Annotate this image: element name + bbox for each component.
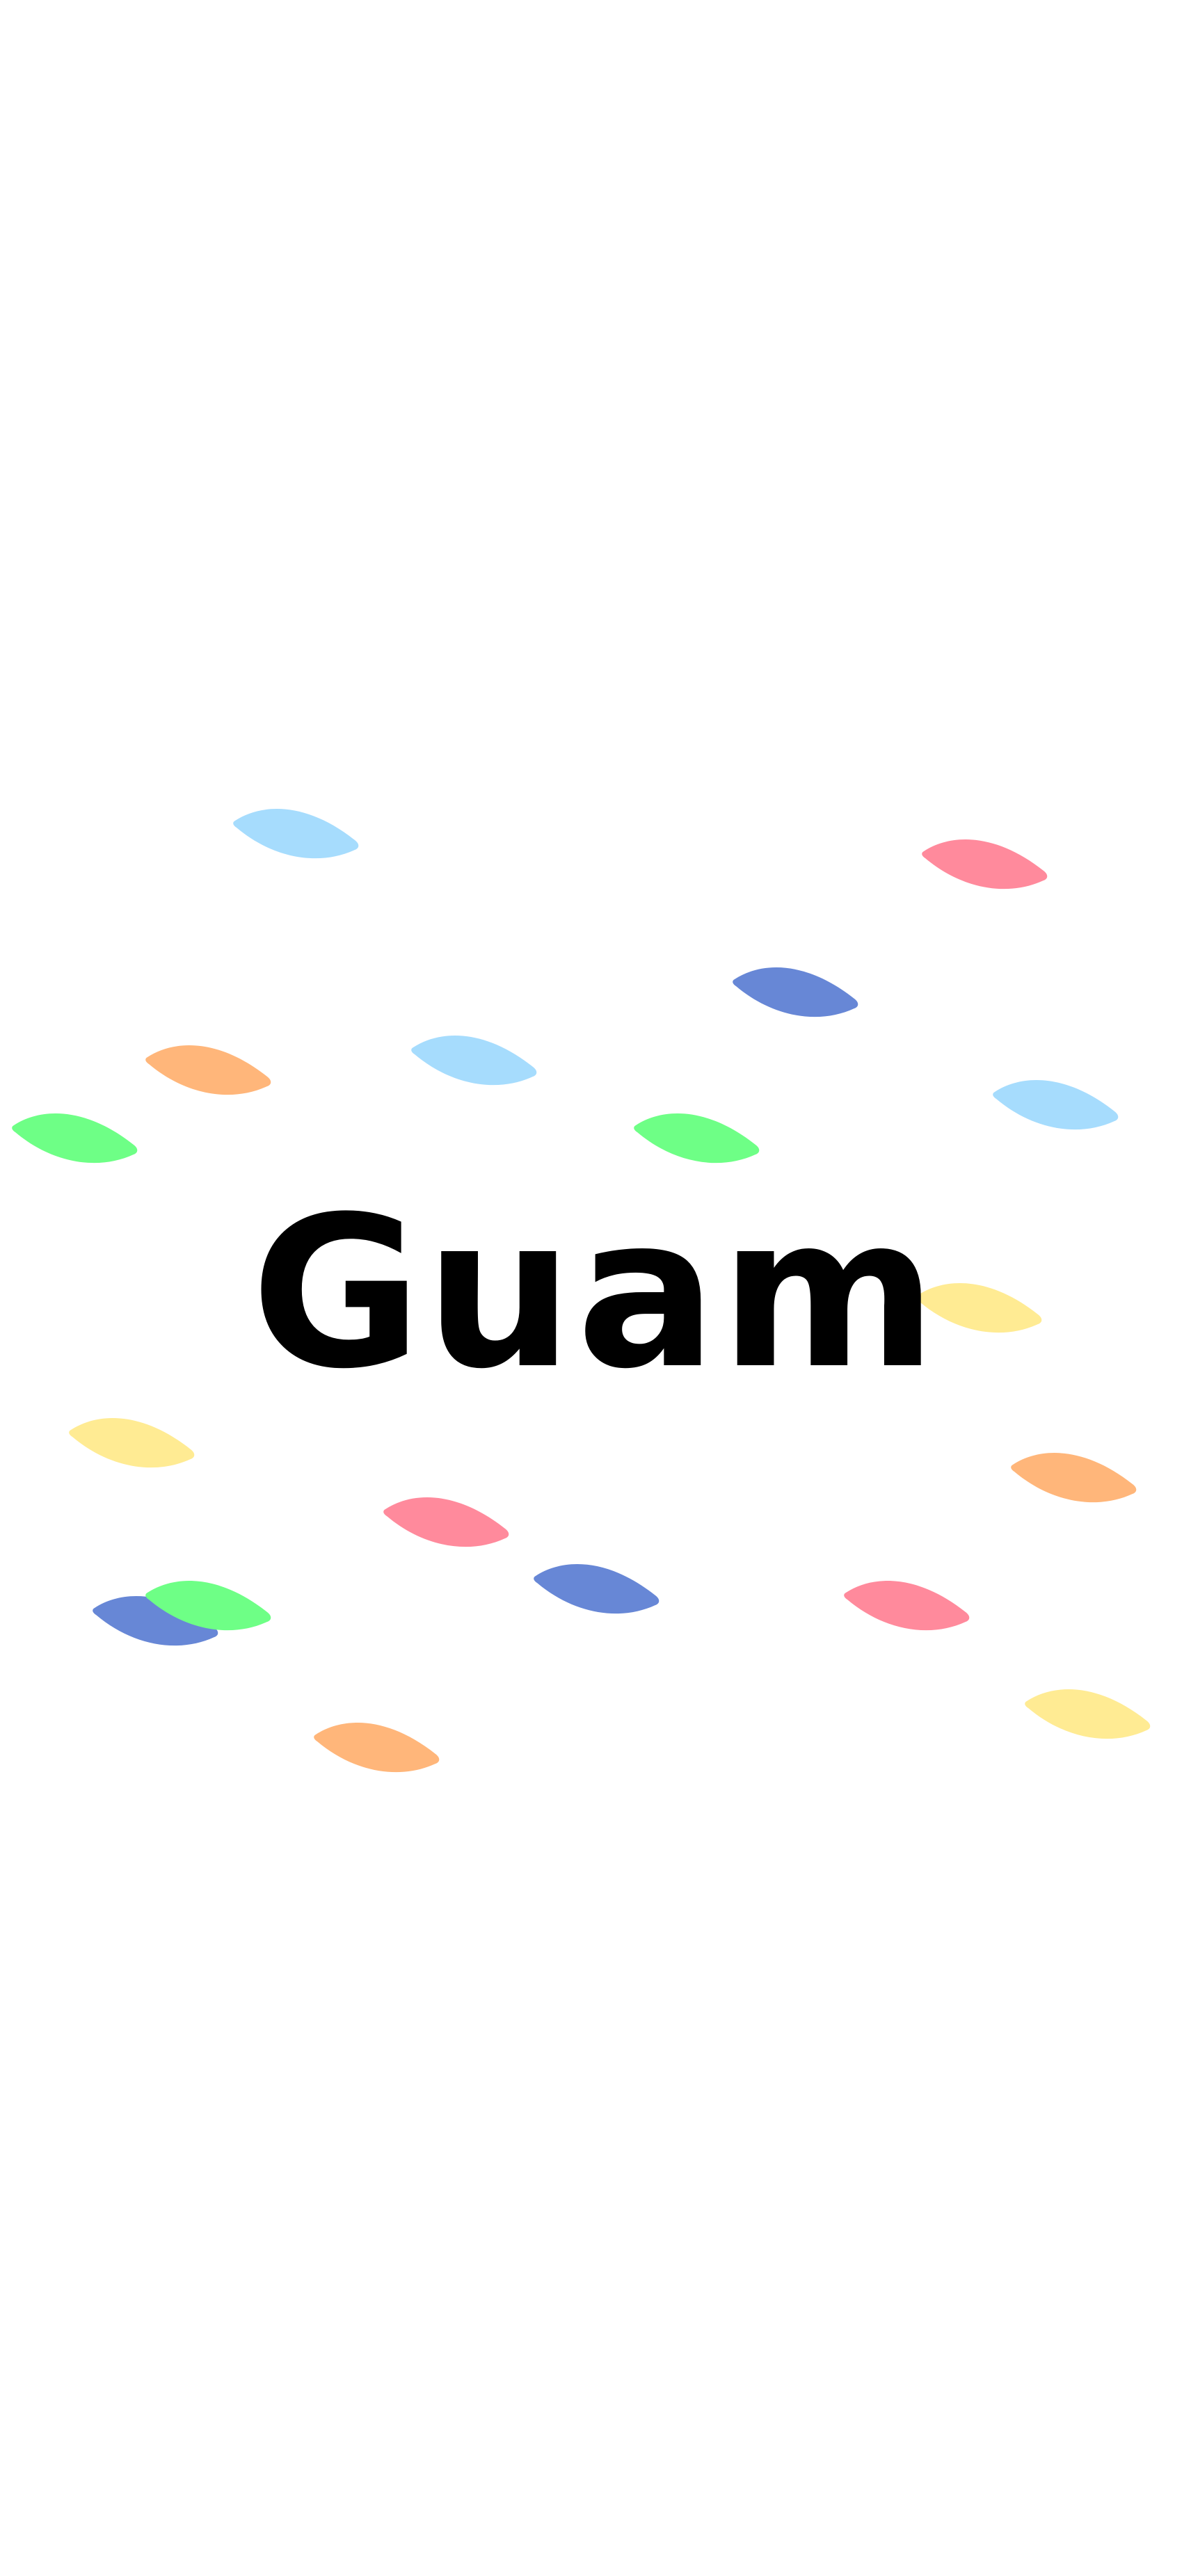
leaf-orange-2-shape [1011, 1453, 1137, 1503]
leaf-blue-1 [730, 958, 861, 1020]
leaf-pink-1-shape [922, 839, 1048, 889]
leaf-orange-3-path [314, 1723, 440, 1773]
leaf-blue-1-path [733, 967, 858, 1017]
leaf-green-2-shape [634, 1113, 760, 1164]
leaf-green-3-path [145, 1581, 271, 1631]
leaf-pink-2-shape [383, 1497, 509, 1547]
leaf-yellow-1-path [916, 1283, 1042, 1333]
leaf-light-blue-3-path [993, 1080, 1119, 1130]
leaf-green-2-path [634, 1113, 760, 1164]
leaf-yellow-1 [914, 1274, 1045, 1335]
leaf-orange-3-shape [314, 1723, 440, 1773]
leaf-yellow-3-shape [1025, 1689, 1151, 1739]
leaf-orange-2 [1009, 1444, 1140, 1505]
leaf-orange-1-path [145, 1045, 271, 1095]
leaf-green-3 [143, 1572, 274, 1633]
leaf-yellow-2-shape [69, 1418, 195, 1468]
leaf-green-1-shape [12, 1113, 138, 1164]
leaf-pink-3-path [844, 1581, 970, 1631]
leaf-orange-2-path [1011, 1453, 1137, 1503]
leaf-blue-3-shape [93, 1596, 218, 1646]
page-title: Guam [250, 1172, 941, 1415]
leaf-green-1 [10, 1104, 141, 1166]
leaf-light-blue-2-path [411, 1036, 537, 1086]
leaf-blue-1-shape [733, 967, 858, 1017]
leaf-yellow-2 [67, 1409, 198, 1470]
leaf-yellow-3-path [1025, 1689, 1151, 1739]
leaf-pink-1 [920, 830, 1050, 892]
leaf-light-blue-1 [231, 800, 362, 861]
leaf-pink-3 [842, 1572, 973, 1633]
leaf-light-blue-2 [409, 1027, 540, 1088]
leaf-pink-2 [381, 1488, 512, 1549]
leaf-blue-2-path [534, 1564, 660, 1614]
leaf-yellow-3 [1023, 1680, 1153, 1741]
leaf-light-blue-3-shape [993, 1080, 1119, 1130]
leaf-yellow-1-shape [916, 1283, 1042, 1333]
leaf-green-3-shape [145, 1581, 271, 1631]
leaf-light-blue-1-path [233, 809, 359, 859]
leaf-yellow-2-path [69, 1418, 195, 1468]
leaf-light-blue-1-shape [233, 809, 359, 859]
leaf-orange-1-shape [145, 1045, 271, 1095]
leaf-blue-2-shape [534, 1564, 660, 1614]
leaf-pink-1-path [922, 839, 1048, 889]
leaf-light-blue-3 [991, 1071, 1121, 1132]
leaf-light-blue-2-shape [411, 1036, 537, 1086]
leaf-orange-1 [143, 1036, 274, 1097]
leaf-blue-3 [90, 1587, 221, 1648]
leaf-green-2 [632, 1104, 762, 1166]
leaf-pink-2-path [383, 1497, 509, 1547]
leaf-blue-3-path [93, 1596, 218, 1646]
leaf-blue-2 [531, 1555, 662, 1616]
leaf-orange-3 [312, 1714, 442, 1775]
leaf-green-1-path [12, 1113, 138, 1164]
leaf-pink-3-shape [844, 1581, 970, 1631]
